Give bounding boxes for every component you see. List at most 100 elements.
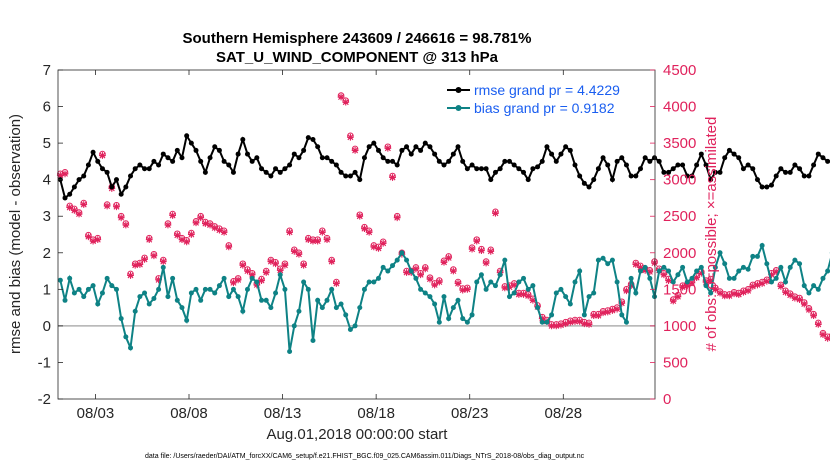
rmse-point	[76, 177, 82, 183]
bias-point	[712, 264, 718, 270]
bias-point	[188, 290, 194, 296]
rmse-point	[357, 177, 363, 183]
obs-assimilated-point	[454, 280, 462, 287]
bias-point	[85, 286, 91, 292]
bias-point	[254, 279, 260, 285]
bias-point	[460, 316, 466, 322]
obs-assimilated-point	[697, 269, 705, 277]
obs-assimilated-point	[412, 265, 420, 273]
bias-point	[675, 272, 681, 278]
rmse-point	[380, 155, 386, 161]
bias-point	[792, 257, 798, 263]
rmse-point	[581, 180, 587, 186]
obs-assimilated-point	[791, 294, 799, 302]
rmse-point	[394, 162, 400, 168]
obs-assimilated-point	[220, 228, 228, 236]
bias-point	[815, 286, 821, 292]
rmse-point	[366, 144, 372, 150]
obs-assimilated-point	[281, 261, 289, 269]
obs-assimilated-point	[679, 283, 686, 291]
rmse-point	[446, 158, 452, 164]
rmse-point	[689, 173, 695, 179]
rmse-point	[104, 169, 110, 175]
rmse-point	[277, 169, 283, 175]
bias-point	[637, 268, 643, 274]
bias-point	[825, 268, 830, 274]
bias-point	[193, 286, 199, 292]
bias-point	[764, 261, 770, 267]
bias-point	[277, 272, 283, 278]
obs-assimilated-point	[464, 285, 471, 293]
obs-assimilated-point	[571, 318, 579, 325]
bias-point	[736, 268, 742, 274]
obs-assimilated-point	[183, 238, 191, 246]
rmse-point	[188, 140, 194, 146]
bias-point	[380, 264, 386, 270]
legend-rmse-marker	[455, 87, 462, 93]
rmse-point	[170, 158, 176, 164]
bias-point	[670, 279, 676, 285]
bias-point	[226, 294, 232, 300]
rmse-point	[385, 158, 391, 164]
bias-point	[455, 297, 461, 303]
bias-point	[666, 268, 672, 274]
bias-point	[694, 268, 700, 274]
bias-point	[558, 286, 564, 292]
bias-point	[273, 290, 279, 296]
obs-assimilated-point	[599, 309, 607, 317]
rmse-point	[736, 155, 742, 161]
rmse-point	[128, 173, 134, 179]
rmse-point	[652, 155, 658, 161]
rmse-point	[712, 169, 718, 175]
rmse-point	[595, 166, 601, 172]
rmse-point	[558, 151, 564, 157]
obs-assimilated-point	[225, 243, 233, 251]
rmse-point	[109, 184, 115, 190]
rmse-point	[698, 151, 704, 157]
obs-assimilated-point	[688, 279, 696, 287]
bias-point	[104, 275, 110, 281]
rmse-point	[703, 162, 709, 168]
bias-point	[432, 301, 438, 307]
obs-assimilated-point	[136, 261, 144, 268]
bias-point	[170, 275, 176, 281]
rmse-point	[249, 158, 255, 164]
bias-point	[319, 305, 325, 311]
rmse-point	[647, 158, 653, 164]
rmse-point	[764, 184, 770, 190]
bias-point	[301, 279, 307, 285]
rmse-point	[666, 169, 672, 175]
obs-assimilated-point	[365, 228, 373, 236]
bias-point	[240, 308, 246, 314]
rmse-point	[375, 147, 381, 153]
rmse-point	[235, 151, 241, 157]
y-axis-left: -2 -1 0 1 2 3 4 5 6 7	[38, 62, 63, 408]
bias-point	[109, 283, 115, 289]
obs-assimilated-point	[370, 243, 378, 251]
bias-point	[633, 290, 639, 296]
rmse-point	[123, 184, 129, 190]
bias-point	[450, 305, 456, 311]
rmse-point	[619, 155, 625, 161]
bias-point	[525, 286, 531, 292]
rmse-point	[586, 184, 592, 190]
obs-assimilated-point	[613, 305, 621, 313]
rmse-point	[511, 162, 517, 168]
rmse-point	[207, 155, 213, 161]
bias-point	[530, 283, 536, 289]
obs-assimilated-point	[435, 278, 443, 286]
rmse-point	[436, 158, 442, 164]
obs-assimilated-point	[772, 268, 780, 276]
rmse-point	[95, 158, 101, 164]
bias-point	[81, 294, 87, 300]
y-left-tick-label: 1	[43, 281, 51, 298]
rmse-point	[591, 177, 597, 183]
bias-point	[137, 294, 143, 300]
bias-point	[315, 297, 321, 303]
obs-assimilated-point	[646, 268, 654, 276]
bias-point	[324, 297, 330, 303]
bias-point	[703, 283, 709, 289]
obs-assimilated-point	[810, 312, 817, 320]
rmse-point	[165, 155, 171, 161]
obs-assimilated-point	[548, 322, 555, 330]
